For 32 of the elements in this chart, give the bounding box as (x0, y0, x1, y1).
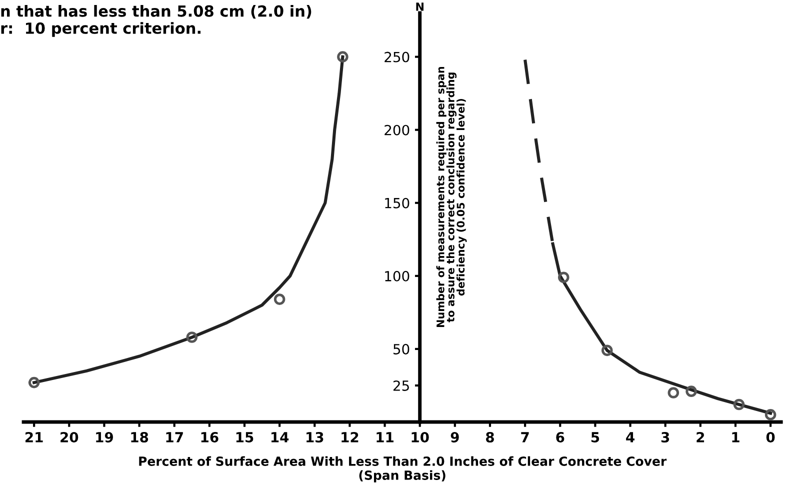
x-tick-label: 19 (96, 432, 113, 442)
x-tick-label: 18 (131, 432, 148, 442)
x-tick-label: 1 (732, 432, 740, 442)
text: N (416, 2, 424, 11)
y-tick-label: 250 (384, 52, 410, 62)
x-axis-title: Percent of Surface Area With Less Than 2.0 Inches of Clear Concrete Cover (Span Basis) (139, 456, 667, 482)
x-tick-label: 6 (556, 432, 564, 442)
y-tick-label: 25 (393, 380, 409, 391)
x-tick-label: 4 (626, 432, 634, 442)
y-tick-label: 200 (384, 124, 410, 136)
x-tick-label: 20 (60, 432, 78, 442)
x-tick-label: 3 (661, 432, 670, 442)
y-tick-label: 150 (385, 198, 410, 208)
y-axis-title: Number of measurements required per span to assure the correct conclusion regarding deficiency (0.05 confidence level) (436, 66, 467, 327)
x-tick-label: 2 (696, 432, 704, 442)
x-tick-label: 11 (376, 432, 394, 442)
x-tick-label: 12 (342, 432, 358, 442)
x-tick-label: 21 (26, 432, 43, 442)
x-tick-label: 13 (306, 432, 324, 442)
x-tick-label: 15 (236, 432, 254, 442)
x-tick-label: 9 (450, 432, 459, 442)
x-tick-label: 16 (201, 432, 218, 442)
x-tick-label: 5 (591, 432, 600, 442)
x-tick-label: 10 (412, 432, 429, 442)
x-tick-label: 17 (166, 432, 183, 442)
x-tick-label: 8 (486, 432, 494, 442)
y-tick-label: 100 (385, 270, 410, 282)
x-tick-label: 7 (521, 432, 529, 442)
chart-title: n that has less than 5.08 cm (2.0 in) r: 10 percent criterion. (1, 5, 312, 37)
y-tick-label: 50 (394, 344, 410, 354)
x-tick-label: 0 (766, 432, 775, 442)
x-tick-label: 14 (271, 432, 289, 442)
